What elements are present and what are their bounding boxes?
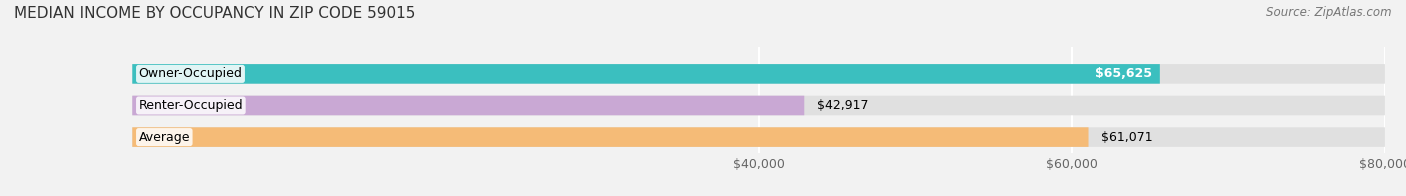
FancyBboxPatch shape [132, 96, 804, 115]
FancyBboxPatch shape [132, 127, 1385, 147]
Text: $65,625: $65,625 [1095, 67, 1152, 80]
FancyBboxPatch shape [132, 96, 1385, 115]
FancyBboxPatch shape [132, 64, 1160, 84]
Text: Average: Average [139, 131, 190, 144]
Text: MEDIAN INCOME BY OCCUPANCY IN ZIP CODE 59015: MEDIAN INCOME BY OCCUPANCY IN ZIP CODE 5… [14, 6, 415, 21]
Text: $61,071: $61,071 [1101, 131, 1153, 144]
Text: Owner-Occupied: Owner-Occupied [139, 67, 242, 80]
Text: $42,917: $42,917 [817, 99, 869, 112]
FancyBboxPatch shape [132, 64, 1385, 84]
FancyBboxPatch shape [132, 127, 1088, 147]
Text: Renter-Occupied: Renter-Occupied [139, 99, 243, 112]
Text: Source: ZipAtlas.com: Source: ZipAtlas.com [1267, 6, 1392, 19]
